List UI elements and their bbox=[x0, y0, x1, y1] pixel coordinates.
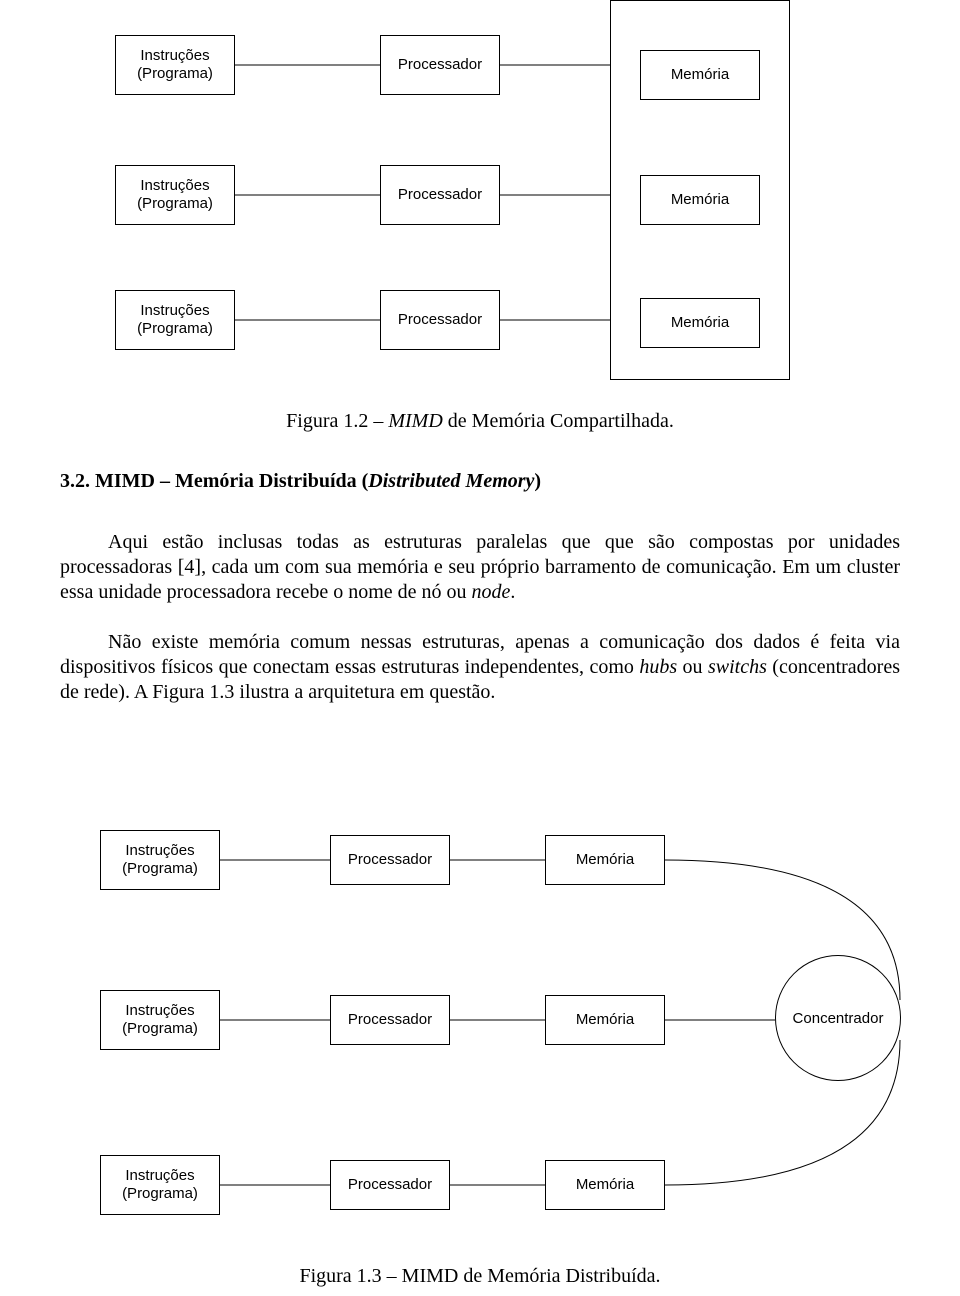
d2-mem-box-2: Memória bbox=[545, 995, 665, 1045]
d2-instr-box-3: Instruções (Programa) bbox=[100, 1155, 220, 1215]
d2-proc-box-1: Processador bbox=[330, 835, 450, 885]
d2-mem-box-1: Memória bbox=[545, 835, 665, 885]
d2-instr-box-1: Instruções (Programa) bbox=[100, 830, 220, 890]
d2-proc-box-2: Processador bbox=[330, 995, 450, 1045]
concentrator-node: Concentrador bbox=[775, 955, 901, 1081]
d2-proc-box-3: Processador bbox=[330, 1160, 450, 1210]
d2-mem-box-3: Memória bbox=[545, 1160, 665, 1210]
diagram2-lines bbox=[0, 0, 960, 1296]
d2-instr-box-2: Instruções (Programa) bbox=[100, 990, 220, 1050]
figure2-caption: Figura 1.3 – MIMD de Memória Distribuída… bbox=[0, 1265, 960, 1288]
page: Instruções (Programa) Processador Memóri… bbox=[0, 0, 960, 1296]
